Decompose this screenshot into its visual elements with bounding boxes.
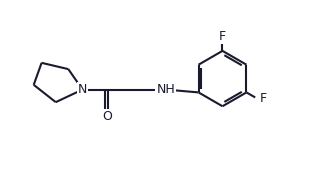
Text: F: F xyxy=(259,92,266,105)
Text: N: N xyxy=(78,83,87,96)
Text: NH: NH xyxy=(156,83,175,96)
Text: O: O xyxy=(103,110,112,123)
Text: F: F xyxy=(219,30,226,43)
